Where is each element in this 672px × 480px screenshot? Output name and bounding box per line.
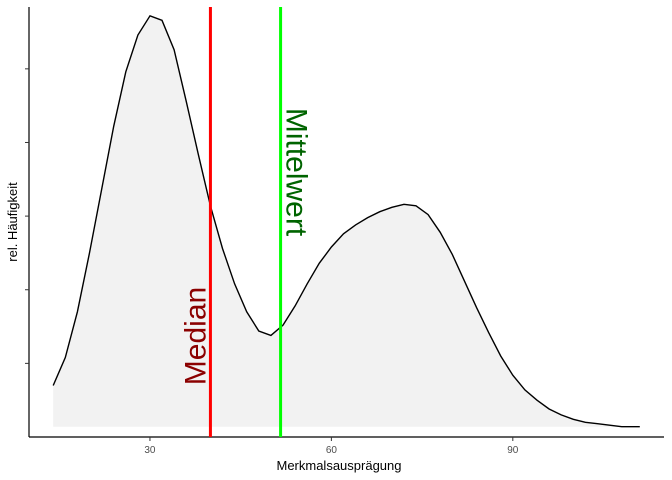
x-tick-label: 60 <box>326 445 338 456</box>
x-axis-title: Merkmalsausprägung <box>276 458 401 473</box>
density-area <box>53 15 640 427</box>
density-curve <box>52 14 640 428</box>
ticks: 30 60 90 <box>25 68 519 456</box>
plot-area <box>52 14 640 428</box>
annotations: Median Mittelwert <box>179 7 313 437</box>
y-axis-title: rel. Häufigkeit <box>5 182 20 262</box>
x-tick-label: 90 <box>507 445 519 456</box>
x-tick-label: 30 <box>144 445 156 456</box>
median-label: Median <box>179 287 212 385</box>
axes <box>28 7 664 438</box>
mean-label: Mittelwert <box>280 108 313 237</box>
